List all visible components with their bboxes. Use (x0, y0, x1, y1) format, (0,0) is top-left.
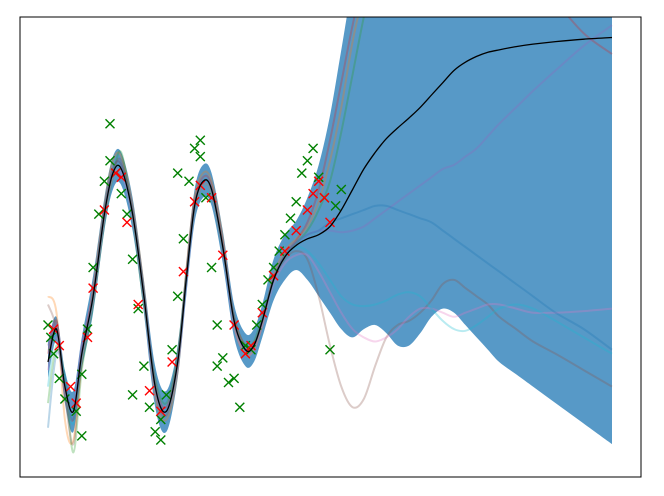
test-point (133, 299, 144, 310)
training-point (172, 168, 183, 179)
training-point (88, 262, 99, 273)
test-point (319, 192, 330, 203)
training-point (93, 209, 104, 220)
training-point (133, 303, 144, 314)
posterior-mean-line (47, 36, 613, 414)
training-point (212, 320, 223, 330)
training-point (82, 324, 93, 335)
training-point (127, 389, 138, 400)
plot-frame (19, 16, 642, 478)
test-point (116, 172, 127, 183)
training-point (268, 262, 279, 273)
training-point (308, 143, 319, 154)
training-point (54, 373, 65, 384)
training-point (178, 233, 189, 244)
training-point (279, 229, 290, 240)
test-point (144, 385, 155, 396)
test-point (48, 324, 59, 335)
training-point (122, 209, 132, 220)
training-point (206, 262, 217, 273)
training-point (291, 196, 302, 207)
confidence-band (48, 17, 612, 445)
training-point (325, 344, 335, 355)
test-point (302, 205, 313, 215)
plot-layer (43, 17, 613, 454)
test-point (189, 196, 200, 207)
training-point (71, 406, 82, 417)
training-point (43, 320, 53, 330)
training-point (263, 274, 273, 285)
test-point (291, 225, 302, 236)
training-point (127, 254, 138, 265)
training-point (234, 402, 245, 413)
training-point (99, 176, 110, 187)
training-point (76, 430, 87, 441)
training-point (330, 200, 341, 211)
test-point (279, 246, 290, 257)
training-point (217, 352, 228, 363)
test-point (110, 168, 121, 179)
test-point (88, 283, 99, 294)
training-point (155, 414, 166, 425)
posterior-sample-line (47, 17, 613, 422)
test-point (246, 340, 256, 351)
training-point (144, 402, 155, 413)
test-point (122, 217, 132, 228)
test-point (240, 348, 251, 359)
training-point (150, 426, 161, 437)
training-point (167, 344, 178, 355)
test-point (155, 406, 166, 417)
test-point (313, 176, 324, 187)
posterior-sample-line (47, 168, 613, 414)
test-point (167, 357, 178, 367)
training-point (195, 135, 206, 146)
training-point (184, 176, 194, 187)
test-point (217, 250, 228, 261)
test-point (229, 320, 240, 330)
training-point (155, 435, 166, 445)
training-point (296, 168, 307, 179)
training-point (105, 118, 115, 129)
training-point (172, 291, 183, 302)
training-point (105, 155, 115, 166)
test-point (99, 205, 110, 215)
training-point (313, 172, 324, 183)
training-point (285, 213, 296, 224)
training-point (138, 361, 149, 372)
test-point (65, 381, 76, 392)
training-point (116, 188, 127, 199)
training-point (161, 389, 172, 400)
training-point (229, 373, 240, 384)
training-point (195, 151, 206, 162)
posterior-sample-line (47, 17, 359, 445)
test-point (308, 188, 319, 199)
training-point (302, 155, 313, 166)
training-point (336, 184, 347, 195)
training-point (189, 143, 200, 154)
training-point (223, 377, 234, 388)
test-point (71, 398, 82, 409)
training-point (212, 361, 223, 372)
test-point (325, 217, 335, 228)
